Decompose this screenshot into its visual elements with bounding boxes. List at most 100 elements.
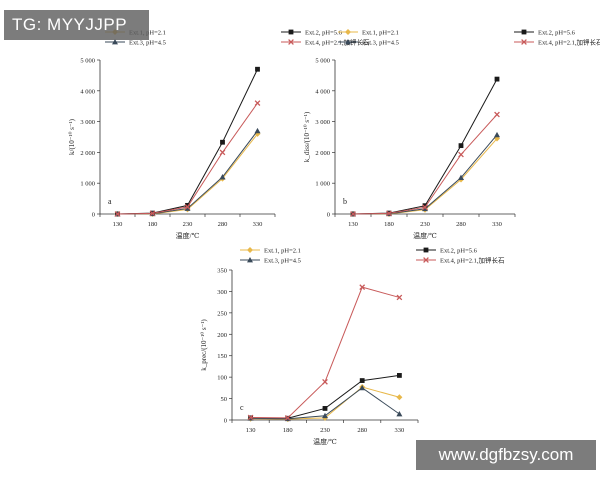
y-tick-label: 200 [217, 332, 227, 339]
legend-marker [345, 39, 351, 45]
legend-marker [345, 29, 351, 35]
x-tick-label: 230 [420, 221, 430, 228]
y-tick-label: 0 [92, 212, 95, 219]
data-point [184, 204, 191, 210]
panel-label: c [240, 403, 244, 412]
legend-label: Ext.3, pH=4.5 [264, 258, 301, 265]
data-point [422, 203, 428, 209]
x-tick-label: 280 [357, 427, 367, 434]
data-point [396, 294, 403, 301]
x-tick-label: 130 [348, 221, 358, 228]
data-point [422, 205, 428, 212]
y-axis-label: k/(10⁻¹⁰ s⁻¹) [68, 118, 76, 155]
legend-label: Ext.4, pH=2.1,加钾长石 [440, 256, 505, 265]
legend-label: Ext.2, pH=5.6 [305, 30, 343, 37]
legend-marker [247, 247, 253, 253]
x-tick-label: 230 [320, 427, 330, 434]
watermark-bottom: www.dgfbzsy.com [416, 440, 596, 470]
y-tick-label: 2 000 [80, 150, 95, 157]
x-tick-label: 180 [384, 221, 394, 228]
data-point [322, 406, 328, 411]
data-point [359, 384, 366, 391]
data-point [494, 111, 500, 118]
data-point [254, 127, 261, 134]
legend-label: Ext.2, pH=5.6 [440, 248, 478, 255]
data-point [220, 139, 225, 145]
data-point [494, 131, 500, 138]
data-point [458, 143, 464, 149]
data-point [219, 149, 226, 156]
panel-label: a [108, 197, 112, 206]
legend-label: Ext.3, pH=4.5 [362, 40, 399, 47]
data-point [396, 411, 403, 417]
legend-label: Ext.4, pH=2.1,加钾长石 [305, 38, 370, 47]
y-tick-label: 300 [217, 289, 227, 296]
y-tick-label: 3 000 [80, 119, 95, 126]
y-tick-label: 0 [327, 212, 330, 219]
data-point [494, 76, 500, 82]
x-tick-label: 180 [283, 427, 293, 434]
y-tick-label: 5 000 [315, 58, 330, 65]
data-point [350, 211, 356, 217]
legend-label: Ext.3, pH=4.5 [129, 40, 166, 47]
x-axis-label: 温度/℃ [313, 437, 337, 446]
data-point [359, 284, 366, 291]
data-point [322, 378, 328, 385]
data-point [422, 204, 428, 211]
legend-marker [521, 29, 527, 35]
x-tick-label: 130 [246, 427, 256, 434]
y-tick-label: 3 000 [315, 119, 330, 126]
watermark-top: TG: MYYJJPP [4, 10, 149, 40]
y-tick-label: 1 000 [315, 181, 330, 188]
x-tick-label: 180 [148, 221, 158, 228]
legend-label: Ext.2, pH=5.6 [538, 30, 576, 37]
x-axis-label: 温度/℃ [176, 231, 200, 240]
y-tick-label: 2 000 [315, 150, 330, 157]
data-point [149, 210, 156, 217]
data-point [185, 202, 190, 208]
y-axis-label: k_diss/(10⁻¹⁰ s⁻¹) [303, 111, 311, 162]
data-point [247, 414, 254, 421]
y-tick-label: 4 000 [315, 88, 330, 95]
x-tick-label: 280 [218, 221, 228, 228]
y-tick-label: 100 [217, 375, 227, 382]
data-point [184, 205, 191, 211]
data-point [359, 378, 365, 383]
x-tick-label: 330 [492, 221, 502, 228]
y-tick-label: 0 [224, 418, 227, 425]
data-point [458, 151, 464, 158]
x-tick-label: 330 [253, 221, 263, 228]
x-axis-label: 温度/℃ [413, 231, 437, 240]
data-point [219, 174, 226, 180]
data-point [255, 66, 260, 72]
y-tick-label: 5 000 [80, 58, 95, 65]
y-tick-label: 4 000 [80, 88, 95, 95]
data-point [458, 174, 464, 181]
data-point [396, 394, 403, 401]
legend-label: Ext.4, pH=2.1,加钾长石 [538, 38, 600, 47]
x-tick-label: 130 [113, 221, 123, 228]
legend-marker [288, 29, 294, 35]
data-point [114, 211, 121, 217]
panel-label: b [343, 197, 347, 206]
y-tick-label: 250 [217, 310, 227, 317]
legend-label: Ext.1, pH=2.1 [362, 30, 399, 37]
y-tick-label: 50 [221, 396, 228, 403]
data-point [254, 100, 261, 106]
x-tick-label: 330 [395, 427, 405, 434]
legend-marker [247, 257, 253, 263]
legend-marker [521, 39, 527, 45]
y-tick-label: 1 000 [80, 181, 95, 188]
data-point [322, 412, 328, 419]
data-point [397, 373, 402, 378]
legend-marker [112, 39, 118, 45]
x-tick-label: 230 [183, 221, 193, 228]
y-axis-label: k_prec/(10⁻¹⁰ s⁻¹) [200, 319, 208, 371]
y-tick-label: 350 [217, 268, 227, 275]
y-tick-label: 150 [217, 353, 227, 360]
x-tick-label: 280 [456, 221, 466, 228]
legend-marker [423, 257, 429, 263]
